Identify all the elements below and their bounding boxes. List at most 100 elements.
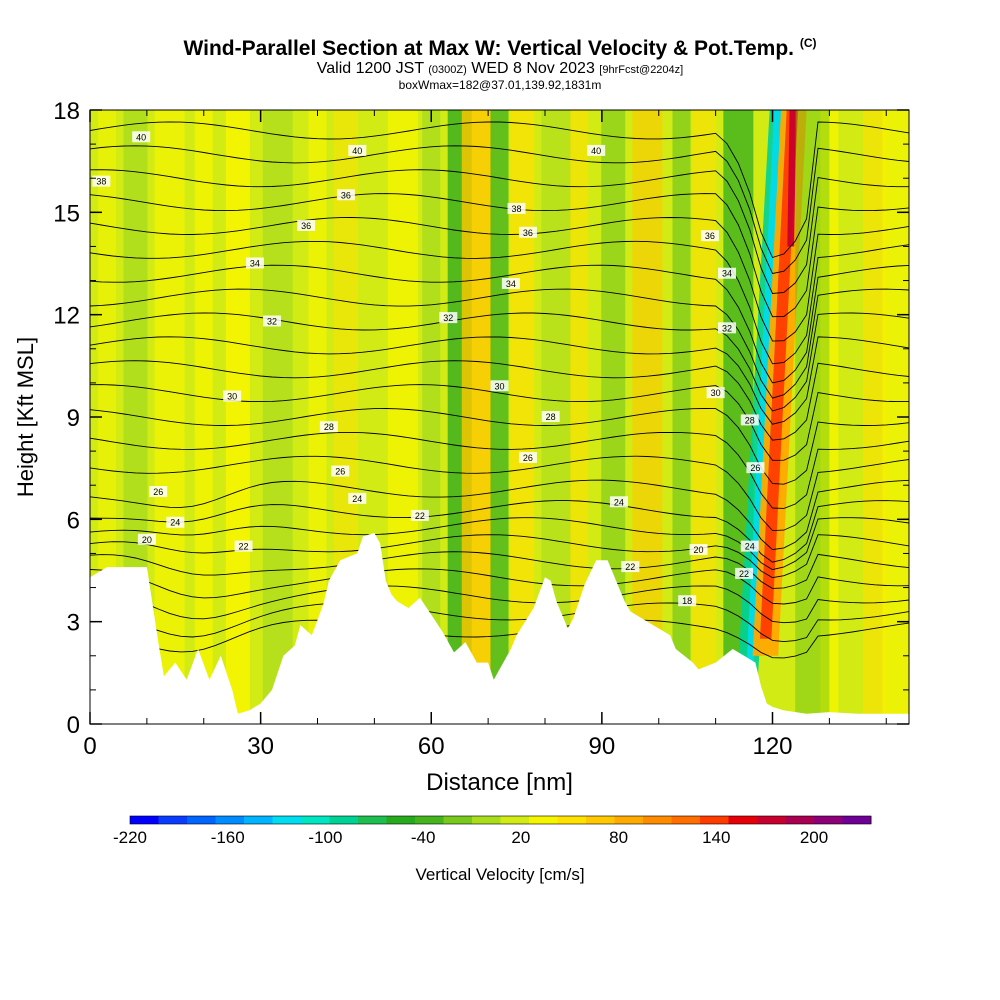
theta-label-box [410, 509, 429, 521]
theta-contour-label: 20 [689, 544, 708, 556]
theta-contour [90, 264, 909, 384]
y-tick-label: 12 [53, 303, 80, 330]
copyright-mark: (C) [799, 36, 817, 50]
theta-label-box [518, 451, 537, 463]
colorbar-swatch [215, 816, 245, 824]
theta-contour-label: 38 [507, 202, 526, 214]
theta-contour-label: 24 [609, 496, 628, 508]
theta-contour [90, 619, 909, 659]
colorbar-swatch [643, 816, 672, 824]
colorbar-tick-label: 20 [511, 828, 530, 847]
colorbar-swatch [272, 816, 302, 824]
colorbar-tick-label: 80 [609, 828, 628, 847]
theta-label-box [718, 322, 736, 334]
theta-label-box [501, 277, 520, 289]
theta-label-text: 36 [341, 190, 351, 200]
x-tick-label: 0 [83, 733, 96, 760]
theta-label-box [137, 533, 156, 545]
theta-label-box [319, 421, 338, 433]
theta-label-box [746, 462, 765, 474]
theta-contour-label: 22 [735, 567, 754, 579]
theta-label-text: 24 [745, 542, 755, 552]
theta-label-box [587, 144, 606, 156]
theta-contour-label: 22 [410, 509, 429, 521]
theta-label-text: 36 [301, 221, 311, 231]
theta-contour [90, 455, 909, 532]
theta-label-text: 28 [324, 422, 334, 432]
theta-label-box [490, 380, 509, 392]
colorbar-tick-label: -40 [411, 828, 436, 847]
theta-label-text: 30 [711, 388, 721, 398]
colorbar-swatch [557, 816, 587, 824]
theta-contour-label: 26 [149, 486, 168, 498]
theta-contour-label: 24 [348, 492, 367, 504]
theta-contour-label: 28 [740, 414, 759, 426]
theta-contour-label: 18 [678, 595, 697, 607]
velocity-streak [225, 110, 250, 724]
colorbar-swatch [472, 816, 501, 824]
colorbar-swatch [614, 816, 644, 824]
theta-label-text: 32 [267, 316, 277, 326]
velocity-streak [154, 110, 185, 724]
theta-contour [90, 585, 909, 624]
theta-contour-label: 22 [621, 561, 640, 573]
theta-label-box [735, 567, 754, 579]
colorbar-swatch [671, 816, 701, 824]
y-tick-label: 3 [67, 610, 80, 637]
theta-label-box [507, 202, 526, 214]
theta-label-box [234, 540, 253, 552]
theta-contour [90, 360, 909, 441]
x-tick-label: 120 [752, 733, 792, 760]
theta-label-text: 34 [250, 259, 260, 269]
theta-contour [90, 431, 909, 509]
theta-contour [90, 288, 909, 399]
y-axis-label: Height [Kft MSL] [13, 337, 38, 497]
colorbar-label: Vertical Velocity [cm/s] [415, 865, 584, 884]
theta-contour-label: 34 [718, 267, 736, 279]
colorbar-swatch [586, 816, 615, 824]
chart-subtitle: Valid 1200 JST (0300Z) WED 8 Nov 2023 [9… [0, 60, 1000, 78]
theta-contour [90, 312, 909, 412]
velocity-streak [672, 110, 691, 724]
theta-label-box [297, 219, 316, 231]
velocity-streak [490, 110, 509, 724]
theta-label-text: 20 [694, 545, 704, 555]
theta-contour [90, 240, 909, 365]
forecast-info: [9hrFcst@2204z] [599, 64, 684, 76]
theta-label-box [263, 315, 281, 327]
theta-contour-label: 32 [263, 315, 281, 327]
theta-label-box [541, 411, 560, 422]
theta-label-text: 24 [614, 497, 624, 507]
colorbar-swatch [700, 816, 729, 824]
chart-title: Wind-Parallel Section at Max W: Vertical… [0, 36, 1000, 61]
colorbar-swatch [158, 816, 188, 824]
velocity-streak [570, 110, 589, 724]
theta-label-box [149, 486, 168, 498]
utc-time: (0300Z) [428, 64, 467, 76]
x-tick-label: 60 [418, 733, 445, 760]
valid-time: Valid 1200 JST [316, 60, 424, 77]
theta-contour-label: 36 [518, 226, 537, 238]
theta-contour-label: 30 [490, 380, 509, 392]
theta-label-text: 26 [523, 453, 533, 463]
theta-label-box [689, 544, 708, 556]
theta-label-box [718, 267, 736, 279]
theta-label-text: 22 [239, 542, 249, 552]
colorbar-swatch [842, 816, 872, 824]
theta-label-text: 32 [443, 313, 453, 323]
downdraft-core [744, 110, 782, 714]
theta-label-text: 20 [142, 535, 152, 545]
theta-label-text: 32 [722, 323, 732, 333]
theta-label-text: 22 [739, 569, 749, 579]
theta-label-text: 26 [750, 463, 760, 473]
theta-label-box [439, 312, 458, 324]
theta-contour-label: 40 [132, 131, 151, 143]
theta-label-text: 26 [335, 467, 345, 477]
theta-label-text: 40 [591, 146, 601, 156]
box-info: boxWmax=182@37.01,139.92,1831m [398, 78, 602, 92]
theta-label-text: 34 [722, 269, 732, 279]
theta-label-text: 30 [227, 392, 237, 402]
velocity-streak [194, 110, 213, 724]
theta-label-text: 30 [494, 381, 504, 391]
